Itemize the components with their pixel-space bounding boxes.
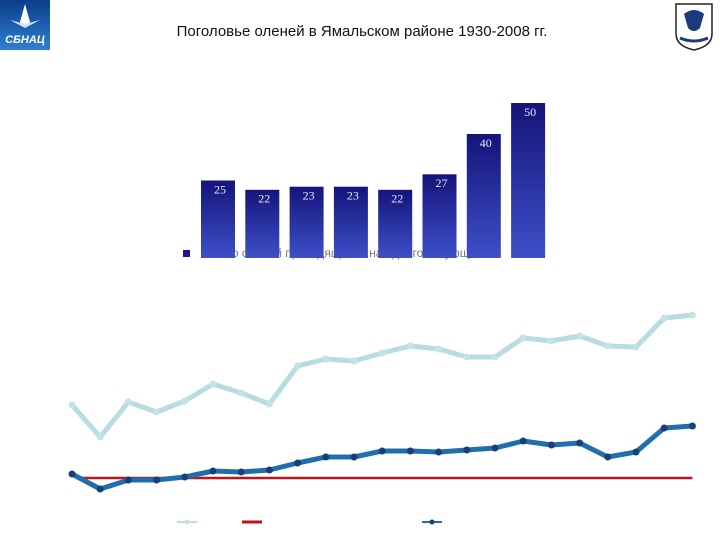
data-label: 50	[524, 105, 536, 119]
point	[688, 422, 696, 430]
point	[406, 342, 414, 350]
bar	[289, 186, 324, 258]
point	[378, 349, 386, 357]
point	[322, 355, 330, 363]
point	[124, 398, 132, 406]
point	[491, 353, 499, 361]
point	[660, 314, 668, 322]
line	[70, 312, 693, 440]
logo-text: СБНАЦ	[5, 34, 45, 46]
point	[153, 408, 161, 416]
point	[688, 311, 696, 319]
data-label: 25	[214, 182, 226, 196]
point	[265, 400, 273, 408]
point	[294, 459, 302, 467]
point	[96, 485, 104, 493]
point	[350, 453, 358, 461]
line	[70, 423, 693, 492]
point	[547, 441, 555, 449]
slide-title: Поголовье оленей в Ямальском районе 1930…	[177, 23, 548, 40]
data-label: 22	[258, 192, 270, 206]
point	[209, 380, 217, 388]
data-label: 27	[436, 176, 448, 190]
point	[96, 433, 104, 441]
line-chart	[68, 311, 696, 525]
point	[491, 444, 499, 452]
logo-right	[675, 3, 713, 51]
point	[604, 342, 612, 350]
data-label: 23	[303, 188, 315, 202]
point	[576, 439, 584, 447]
point	[294, 362, 302, 370]
point	[153, 476, 161, 484]
point	[463, 353, 471, 361]
point	[322, 453, 330, 461]
point	[406, 447, 414, 455]
point	[237, 468, 245, 476]
point	[463, 446, 471, 454]
bar	[378, 189, 413, 258]
legend-swatch	[183, 250, 190, 257]
point	[435, 345, 443, 353]
point	[435, 448, 443, 456]
point	[181, 473, 189, 481]
point	[576, 332, 584, 340]
logo-left: СБНАЦ	[0, 0, 50, 50]
legend-marker	[184, 519, 190, 525]
point	[604, 453, 612, 461]
bar	[466, 134, 501, 258]
bar	[245, 189, 280, 258]
bar	[201, 180, 235, 258]
point	[519, 334, 527, 342]
point	[209, 467, 217, 475]
point	[124, 476, 132, 484]
point	[547, 337, 555, 345]
bar	[511, 103, 546, 258]
data-label: 40	[480, 136, 492, 150]
data-label: 22	[391, 192, 403, 206]
point	[632, 343, 640, 351]
bar-chart: Число оленей приходящихся на одного кочу…	[183, 103, 546, 260]
point	[181, 397, 189, 405]
data-label: 23	[347, 188, 359, 202]
point	[660, 424, 668, 432]
point	[632, 448, 640, 456]
legend-marker	[429, 519, 435, 525]
point	[68, 401, 76, 409]
bar	[422, 174, 457, 258]
point	[265, 466, 273, 474]
point	[350, 357, 358, 365]
bar	[333, 186, 368, 258]
point	[519, 437, 527, 445]
point	[378, 447, 386, 455]
point	[68, 470, 76, 478]
point	[237, 389, 245, 397]
